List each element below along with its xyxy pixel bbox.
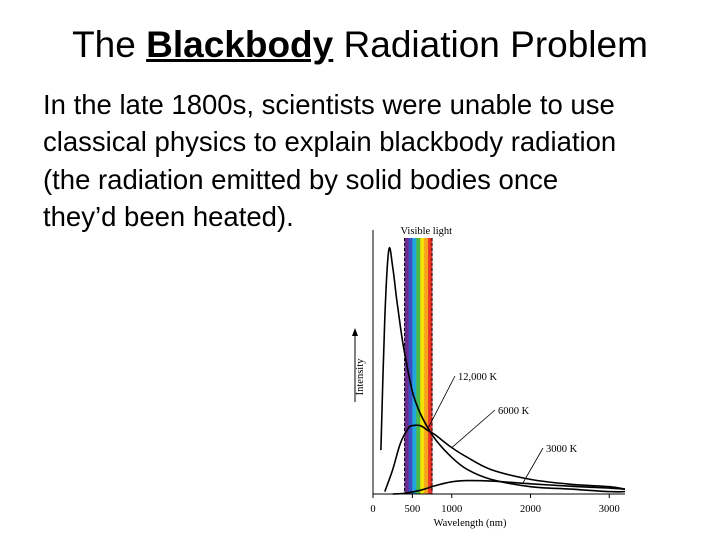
x-ticks: 0 500 1000 2000 3000 bbox=[370, 494, 620, 515]
spectrum-stripe bbox=[424, 238, 429, 494]
x-tick-label: 500 bbox=[405, 504, 421, 515]
slide-title: The Blackbody Radiation Problem bbox=[0, 18, 720, 72]
visible-light-label: Visible light bbox=[400, 226, 452, 237]
leader-line bbox=[427, 375, 456, 429]
y-axis-arrow bbox=[352, 328, 358, 402]
y-axis-label: Intensity bbox=[355, 358, 366, 395]
spectrum-stripe bbox=[420, 238, 425, 494]
blackbody-chart: Visible light 0 500 1000 2000 3000 12,000 K … bbox=[352, 226, 626, 529]
series-curve bbox=[380, 247, 626, 493]
series-curve bbox=[392, 479, 626, 495]
spectrum-stripe bbox=[416, 238, 421, 494]
body-line: In the late 1800s, scientists were unabl… bbox=[43, 89, 615, 120]
body-line: (the radiation emitted by solid bodies o… bbox=[43, 163, 559, 195]
spectrum-stripe bbox=[428, 238, 433, 494]
x-tick-label: 1000 bbox=[441, 504, 462, 515]
series-label-6000k: 6000 K bbox=[498, 406, 530, 417]
visible-light-band bbox=[404, 238, 433, 494]
leader-line bbox=[451, 409, 496, 448]
label-leader-lines bbox=[427, 375, 544, 484]
spectrum-stripe bbox=[408, 238, 413, 494]
leader-line bbox=[522, 447, 544, 484]
body-line: they’d been heated). bbox=[43, 200, 294, 232]
x-axis-label: Wavelength (nm) bbox=[434, 518, 507, 529]
body-line: classical physics to explain blackbody r… bbox=[43, 126, 617, 158]
series-curve bbox=[384, 424, 626, 492]
series-label-3000k: 3000 K bbox=[546, 444, 578, 455]
spectrum-stripe bbox=[412, 238, 417, 494]
title-emphasis: Blackbody bbox=[146, 24, 334, 65]
slide-body-text: In the late 1800s, scientists were unabl… bbox=[43, 86, 703, 235]
x-tick-label: 2000 bbox=[520, 504, 541, 515]
x-tick-label: 3000 bbox=[599, 504, 620, 515]
title-tail: Radiation Problem bbox=[333, 24, 648, 65]
x-tick-label: 0 bbox=[370, 504, 375, 515]
series-curves bbox=[380, 247, 626, 495]
series-label-12000k: 12,000 K bbox=[458, 372, 498, 383]
title-lead: The bbox=[72, 24, 147, 65]
